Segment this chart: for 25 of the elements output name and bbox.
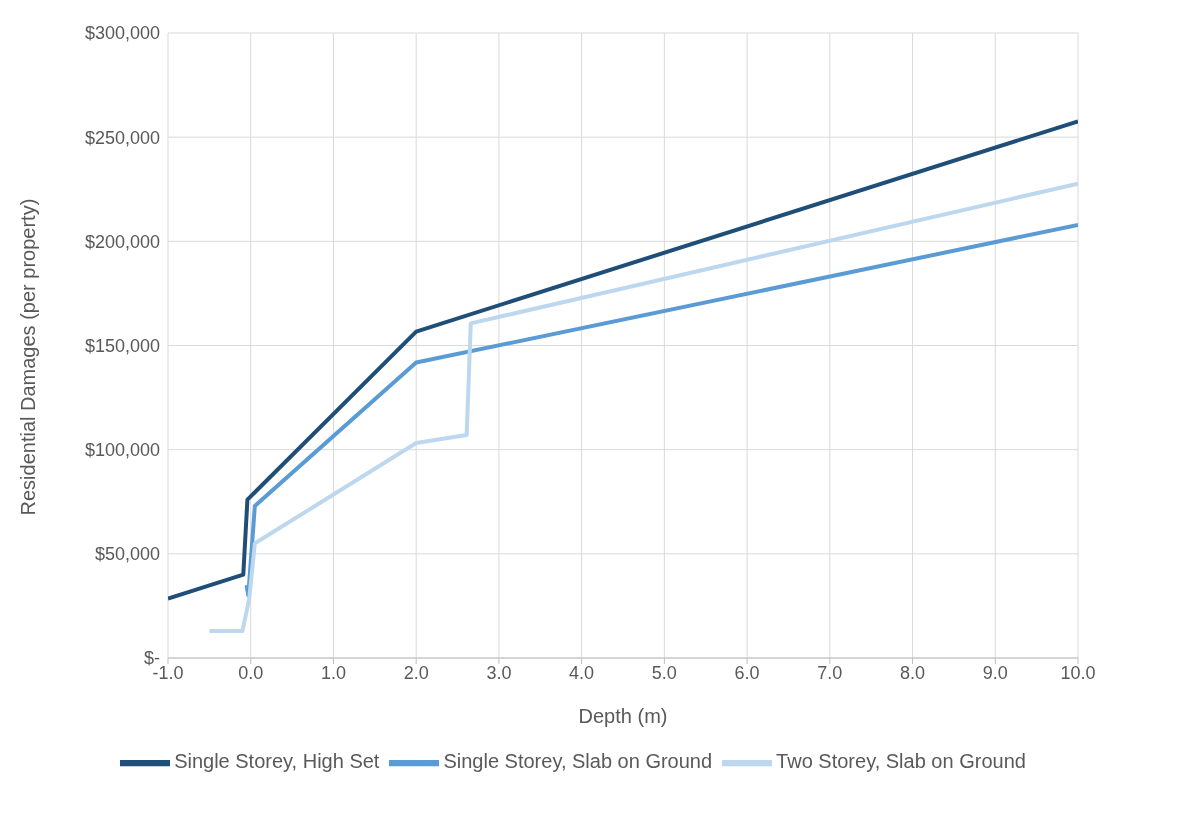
y-tick-label: $100,000	[84, 440, 160, 461]
y-tick-label: $300,000	[84, 23, 160, 44]
y-tick-label: $250,000	[84, 127, 160, 148]
legend-label: Single Storey, Slab on Ground	[443, 750, 713, 773]
x-tick-label: 10.0	[1060, 662, 1096, 683]
x-tick-label: 2.0	[403, 662, 429, 683]
x-tick-label: 7.0	[817, 662, 843, 683]
y-tick-label: $150,000	[84, 335, 160, 356]
x-tick-label: 9.0	[982, 662, 1008, 683]
x-axis-title: Depth (m)	[578, 705, 668, 727]
x-tick-label: 0.0	[238, 662, 264, 683]
line-series	[244, 222, 1078, 598]
x-tick-label: 4.0	[569, 662, 595, 683]
y-axis-title: Residential Damages (per property)	[17, 198, 40, 516]
y-tick-label: $200,000	[84, 231, 160, 252]
line-series	[168, 119, 1078, 601]
y-tick-label: $50,000	[94, 544, 160, 565]
line-series	[207, 181, 1078, 633]
x-tick-label: 8.0	[900, 662, 926, 683]
legend-label: Two Storey, Slab on Ground	[776, 750, 1026, 773]
x-tick-label: 3.0	[486, 662, 512, 683]
x-tick-label: 1.0	[320, 662, 346, 683]
x-tick-label: 5.0	[651, 662, 677, 683]
x-tick-label: 6.0	[734, 662, 760, 683]
legend-label: Single Storey, High Set	[174, 750, 380, 773]
